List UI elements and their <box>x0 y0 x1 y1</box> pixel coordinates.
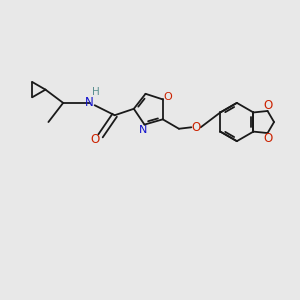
Text: H: H <box>92 87 100 97</box>
Text: O: O <box>263 133 273 146</box>
Text: N: N <box>85 96 94 109</box>
Text: O: O <box>164 92 172 102</box>
Text: O: O <box>191 121 201 134</box>
Text: N: N <box>139 125 148 135</box>
Text: O: O <box>263 99 273 112</box>
Text: O: O <box>91 133 100 146</box>
